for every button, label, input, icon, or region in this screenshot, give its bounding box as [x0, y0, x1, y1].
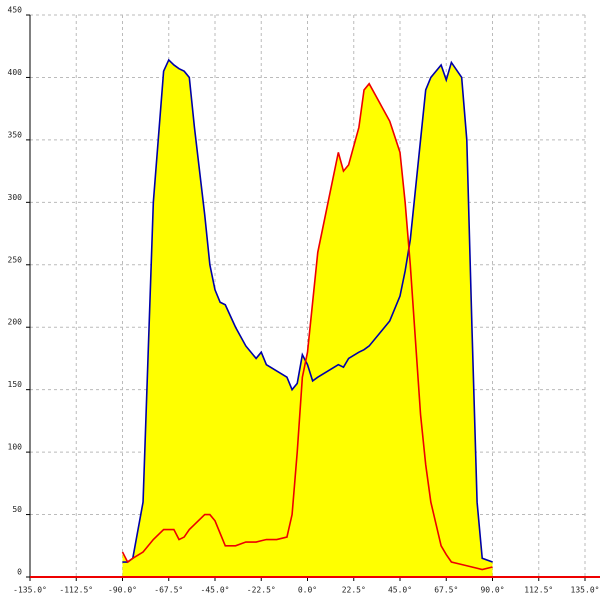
line	[122, 58, 493, 563]
y-tick-label: 400	[8, 68, 23, 77]
y-tick-label: 450	[8, 6, 23, 15]
y-tick-label: 50	[12, 505, 22, 514]
x-tick-label: 0.0°	[298, 586, 317, 595]
x-tick-label: 22.5°	[342, 586, 366, 595]
x-tick-label: -45.0°	[201, 586, 230, 595]
x-tick-label: -67.5°	[154, 586, 183, 595]
y-tick-label: 250	[8, 255, 23, 264]
x-tick-label: -135.0°	[13, 586, 47, 595]
y-tick-label: 150	[8, 380, 23, 389]
x-tick-label: 112.5°	[524, 586, 553, 595]
y-tick-label: 0	[17, 568, 22, 577]
x-tick-label: -22.5°	[247, 586, 276, 595]
line	[121, 82, 493, 571]
y-tick-label: 300	[8, 193, 23, 202]
x-tick-label: -90.0°	[108, 586, 137, 595]
x-tick-label: 67.5°	[434, 586, 458, 595]
y-tick-label: 200	[8, 318, 23, 327]
x-tick-label: 135.0°	[571, 586, 600, 595]
x-tick-label: 45.0°	[388, 586, 412, 595]
y-tick-label: 350	[8, 130, 23, 139]
x-tick-label: 90.0°	[480, 586, 504, 595]
fill-area	[122, 83, 493, 577]
y-tick-label: 100	[8, 443, 23, 452]
x-tick-label: -112.5°	[59, 586, 93, 595]
